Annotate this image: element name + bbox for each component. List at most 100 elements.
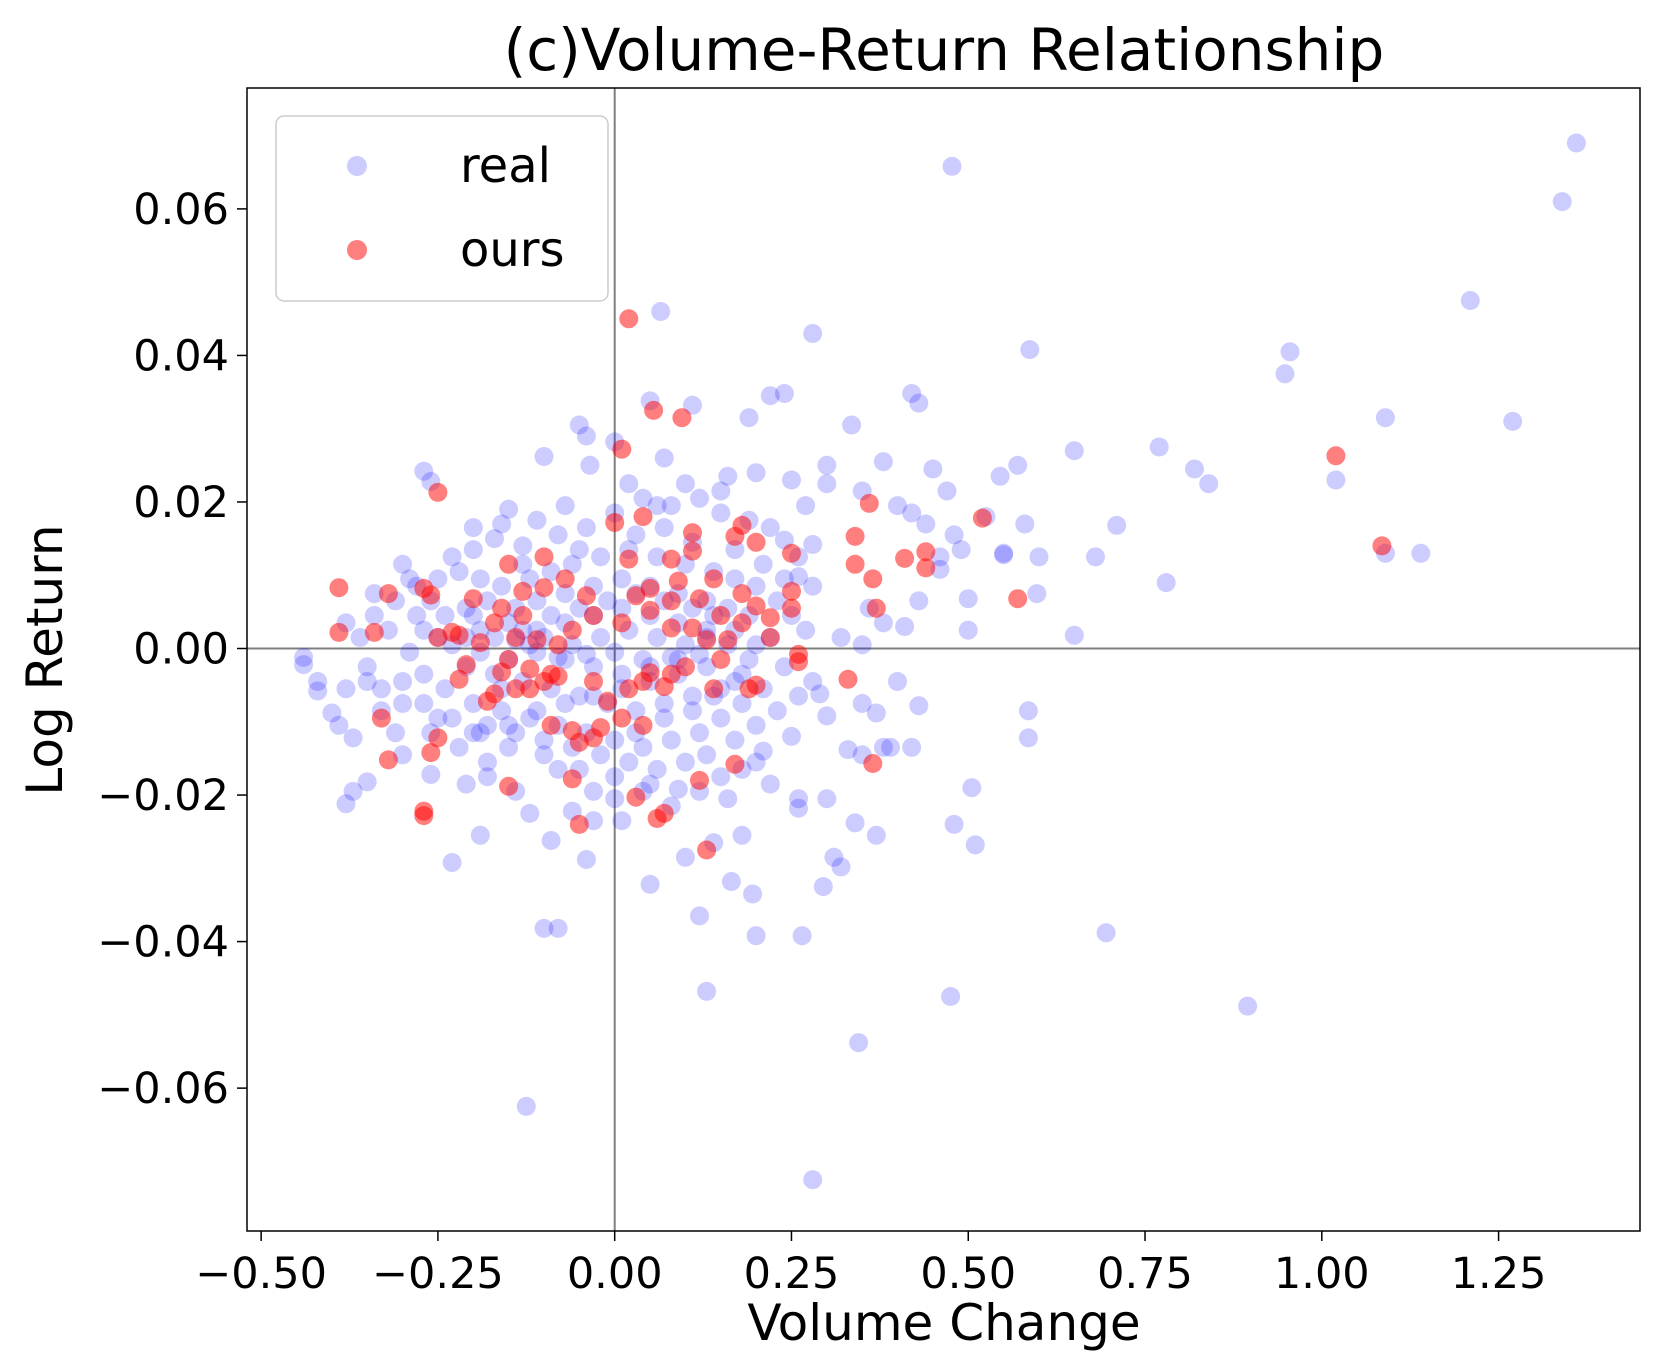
scatter-point-ours [863,754,883,773]
scatter-point-real [1086,547,1105,567]
scatter-point-ours [534,547,554,567]
scatter-point-real [774,384,794,403]
scatter-point-real [555,584,575,604]
scatter-point-real [428,708,448,728]
scatter-point-ours [661,591,681,611]
scatter-point-real [371,679,391,699]
scatter-point-real [654,448,674,468]
scatter-point-real [743,884,763,904]
scatter-point-real [520,708,540,728]
scatter-point-ours [463,589,483,609]
scatter-point-ours [633,507,653,527]
scatter-point-ours [1008,589,1028,609]
scatter-point-real [675,847,695,867]
scatter-point-real [329,715,349,735]
scatter-point-real [817,474,837,494]
scatter-point-ours [640,578,660,598]
scatter-point-ours [866,598,886,618]
scatter-point-real [534,447,554,466]
scatter-point-ours [668,571,688,591]
scatter-point-real [576,518,596,538]
scatter-point-ours [782,581,801,601]
scatter-point-ours [1372,536,1392,556]
scatter-point-real [527,701,547,721]
scatter-point-real [541,831,561,850]
scatter-point-real [994,543,1014,563]
scatter-point-real [845,813,865,833]
scatter-point-real [1411,543,1431,563]
scatter-point-ours [584,606,603,625]
scatter-point-real [516,1096,536,1116]
scatter-point-real [534,730,554,750]
scatter-point-real [336,679,356,699]
scatter-point-ours [499,776,519,796]
scatter-point-real [1280,342,1300,362]
scatter-point-ours [739,679,759,699]
scatter-point-real [343,781,363,801]
scatter-point-real [470,723,490,743]
scatter-point-real [789,567,808,587]
scatter-point-real [492,701,512,721]
scatter-point-real [463,723,483,743]
scatter-point-real [633,737,653,757]
scatter-point-real [1064,625,1084,645]
scatter-point-real [584,811,603,831]
scatter-point-real [831,857,851,877]
scatter-point-real [414,620,434,640]
scatter-point-ours [598,691,618,711]
y-tick-label: 0.06 [133,185,229,235]
scatter-point-ours [644,400,664,420]
scatter-point-ours [916,542,936,562]
scatter-point-real [499,715,519,735]
scatter-point-real [640,774,660,794]
scatter-point-real [612,598,632,618]
scatter-point-real [442,547,462,567]
scatter-point-real [732,694,752,713]
scatter-point-real [725,730,745,750]
scatter-point-ours [782,543,801,563]
scatter-point-real [937,481,957,501]
x-tick-label: 1.25 [1451,1249,1547,1299]
scatter-point-real [463,606,483,625]
scatter-point-real [527,510,547,530]
scatter-point-real [739,650,759,669]
scatter-point-ours [704,679,724,699]
scatter-point-real [428,569,448,589]
scatter-point-ours [605,513,625,532]
scatter-point-real [817,706,837,726]
scatter-point-ours [725,754,745,774]
scatter-point-real [555,650,575,669]
scatter-point-real [721,872,741,891]
scatter-point-ours [562,769,582,789]
scatter-point-real [651,302,671,321]
scatter-point-ours [329,578,349,598]
scatter-point-real [944,525,964,545]
scatter-point-real [612,569,632,589]
scatter-point-ours [760,628,780,647]
scatter-point-real [942,156,962,176]
scatter-point-ours [470,633,490,653]
scatter-point-real [831,628,851,647]
scatter-point-ours [626,787,646,807]
scatter-point-ours [732,515,752,535]
scatter-point-real [732,664,752,684]
scatter-point-real [916,514,936,534]
scatter-point-real [990,466,1010,486]
scatter-point-real [888,672,907,691]
scatter-point-ours [492,598,512,618]
scatter-point-real [803,324,823,343]
scatter-point-ours [711,606,731,625]
scatter-point-real [393,694,413,713]
scatter-point-real [421,765,441,784]
scatter-point-ours [619,549,639,569]
scatter-point-real [414,664,434,684]
scatter-point-ours [633,715,653,735]
scatter-point-real [1027,584,1047,604]
scatter-point-real [1185,459,1204,479]
scatter-point-ours [364,622,384,642]
scatter-point-real [343,728,363,748]
scatter-point-real [782,470,801,490]
scatter-point-ours [612,613,632,633]
scatter-point-ours [690,770,709,790]
